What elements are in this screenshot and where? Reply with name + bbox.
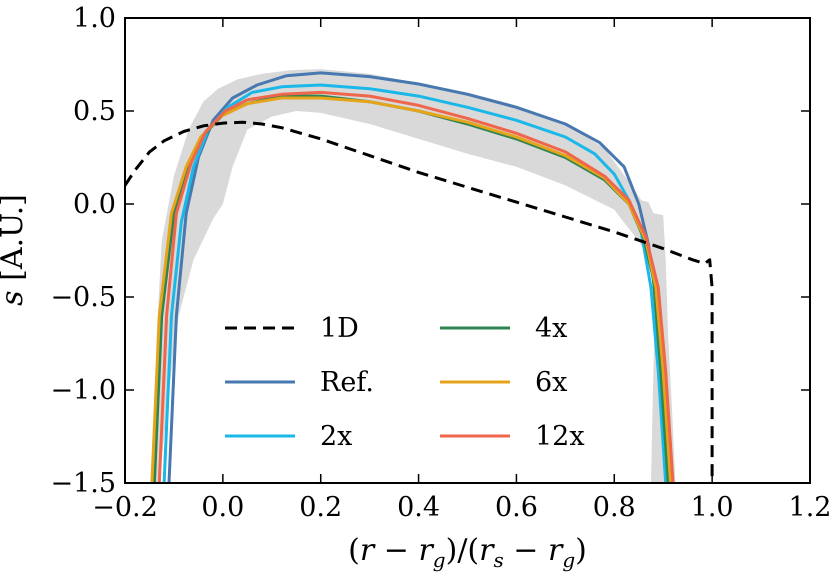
spread-band <box>151 69 676 483</box>
y-tick-label: 1.0 <box>73 3 116 34</box>
band-layer <box>151 69 676 483</box>
series-line-6x <box>150 96 673 483</box>
x-tick-label: 0.8 <box>593 492 636 523</box>
x-tick-label: 0.6 <box>495 492 538 523</box>
x-tick-label: 1.2 <box>789 492 830 523</box>
x-axis-label: (r − rg)/(rs − rg) <box>348 533 587 572</box>
x-tick-label: −0.2 <box>92 492 158 523</box>
y-axis-label: s [A.U.] <box>0 194 30 306</box>
series-layer <box>125 71 714 483</box>
legend-label-ref: Ref. <box>320 367 374 398</box>
y-tick-label: −1.5 <box>50 468 116 499</box>
legend-label-4x: 4x <box>535 313 567 344</box>
y-tick-label: −0.5 <box>50 282 116 313</box>
legend-label-1d: 1D <box>320 313 359 344</box>
y-tick-label: 0.5 <box>73 96 116 127</box>
plot-frame <box>124 17 811 484</box>
x-tick-label: 0.4 <box>397 492 440 523</box>
x-tick-label: 0.0 <box>201 492 244 523</box>
legend-label-2x: 2x <box>320 421 352 452</box>
x-tick-label: 0.2 <box>299 492 342 523</box>
x-axis: −0.2 0.0 0.2 0.4 0.6 0.8 1.0 1.2 <box>92 18 830 523</box>
y-tick-label: 0.0 <box>73 189 116 220</box>
x-tick-label: 1.0 <box>691 492 734 523</box>
y-axis: −1.5 −1.0 −0.5 0.0 0.5 1.0 <box>50 3 810 499</box>
y-tick-label: −1.0 <box>50 375 116 406</box>
legend-label-12x: 12x <box>535 421 585 452</box>
legend-label-6x: 6x <box>535 367 567 398</box>
series-line-1d <box>125 120 714 483</box>
legend: 1D Ref. 2x 4x 6x 12x <box>225 313 585 452</box>
series-line-12x <box>157 90 675 483</box>
